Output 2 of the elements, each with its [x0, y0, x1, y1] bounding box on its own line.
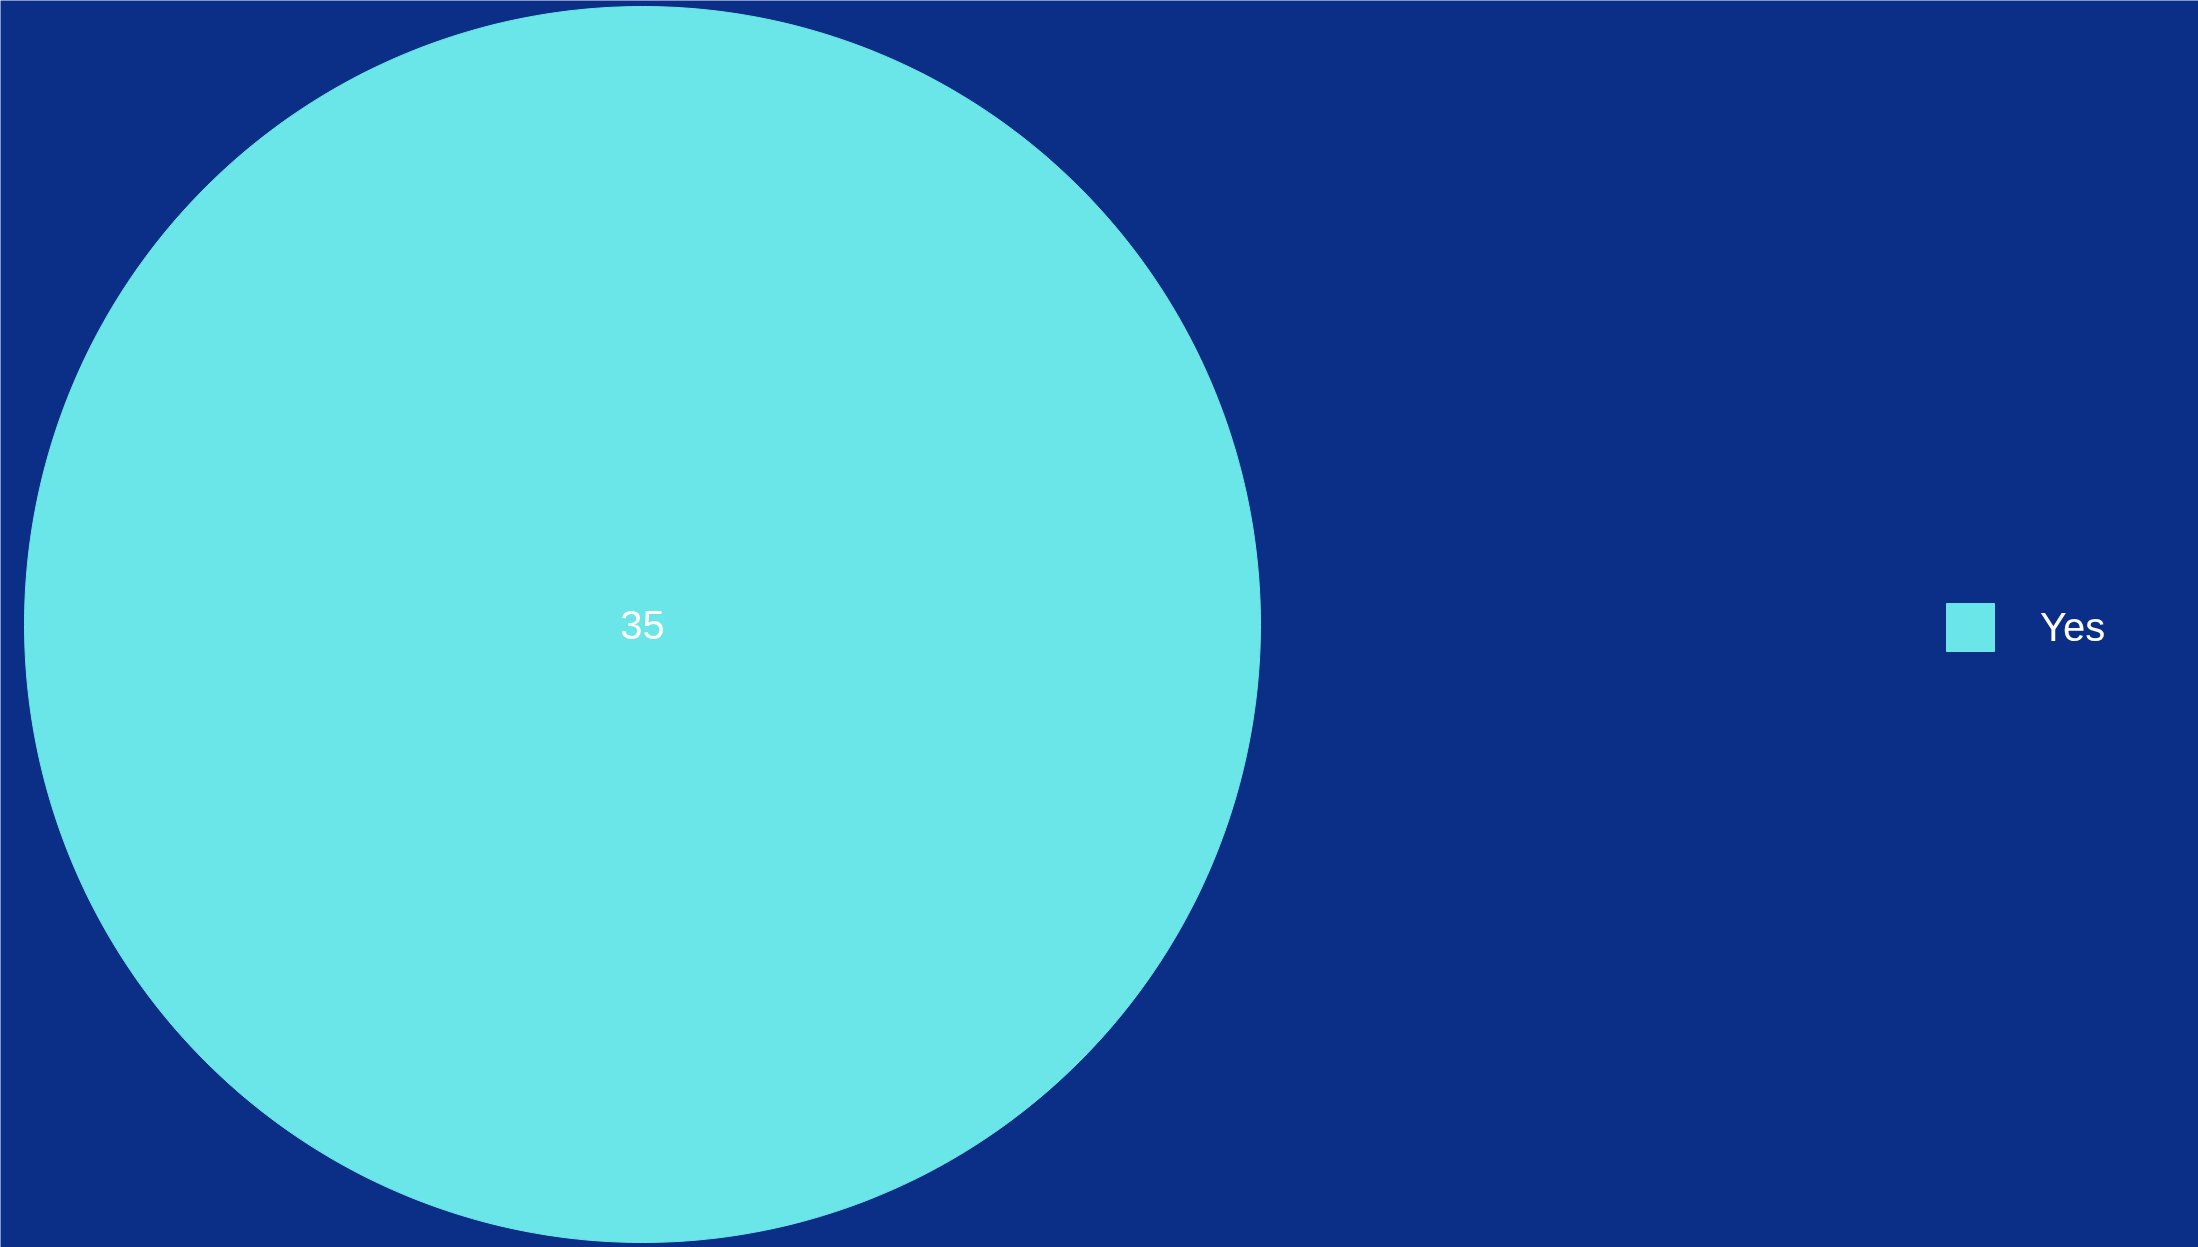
- legend-label: Yes: [2040, 604, 2106, 650]
- data-label: 35: [620, 602, 665, 647]
